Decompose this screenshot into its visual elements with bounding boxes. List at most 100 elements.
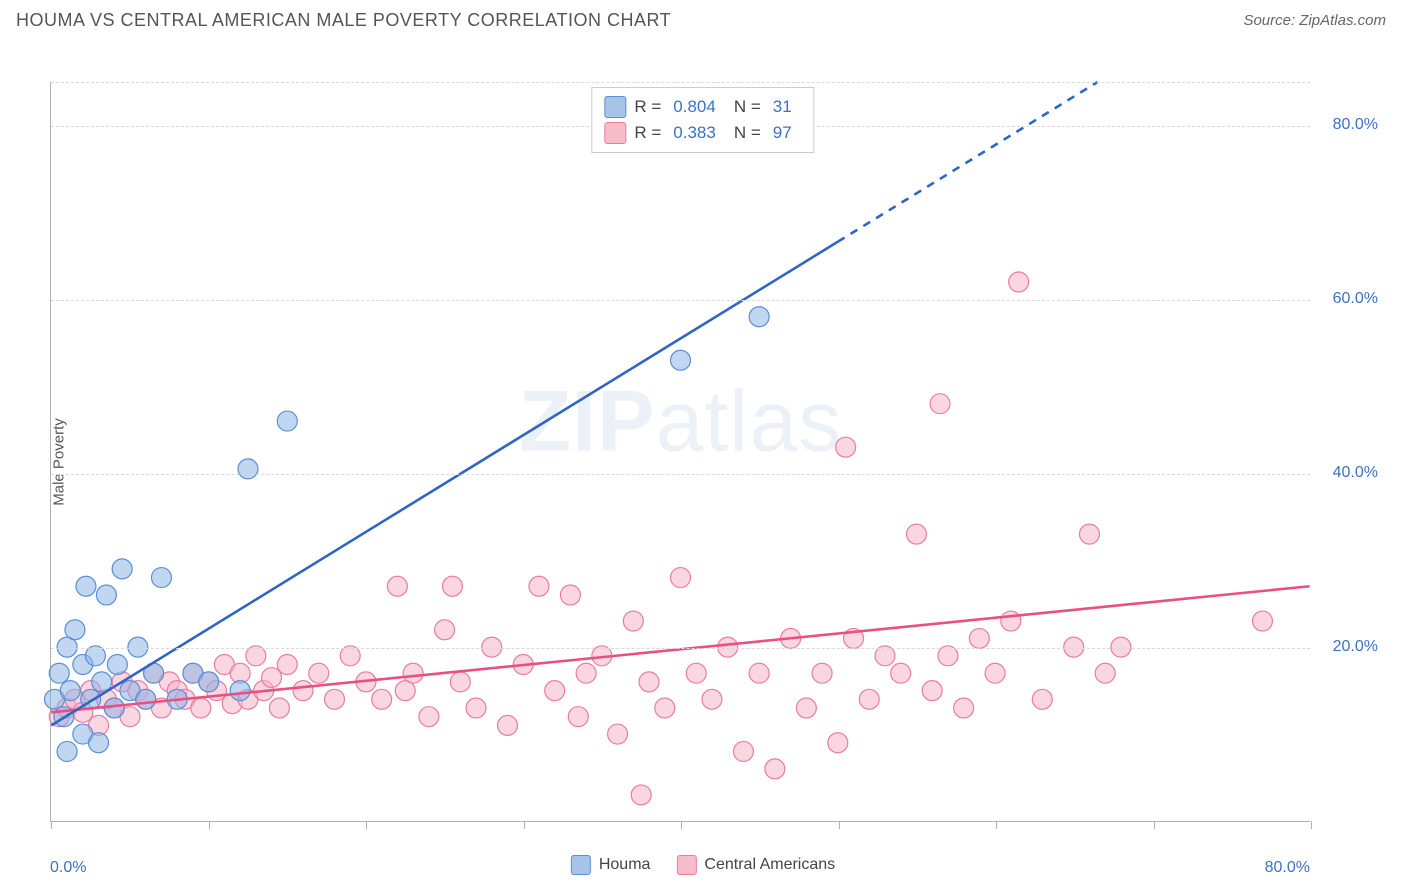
point-houma — [107, 655, 127, 675]
point-central — [859, 689, 879, 709]
x-tick — [1311, 821, 1312, 829]
r-label: R = — [634, 97, 661, 117]
legend-swatch — [604, 122, 626, 144]
point-central — [262, 668, 282, 688]
point-central — [403, 663, 423, 683]
x-tick — [366, 821, 367, 829]
point-central — [324, 689, 344, 709]
n-value: 97 — [773, 123, 792, 143]
point-houma — [230, 681, 250, 701]
plot-area: ZIPatlas 20.0%40.0%60.0%80.0% — [50, 82, 1310, 822]
point-central — [576, 663, 596, 683]
point-houma — [151, 568, 171, 588]
x-label-right: 80.0% — [1265, 859, 1310, 877]
point-central — [812, 663, 832, 683]
point-houma — [57, 741, 77, 761]
point-central — [1095, 663, 1115, 683]
point-central — [497, 715, 517, 735]
point-central — [985, 663, 1005, 683]
scatter-svg — [51, 82, 1310, 821]
legend-item: Central Americans — [676, 855, 835, 875]
point-central — [796, 698, 816, 718]
point-central — [702, 689, 722, 709]
point-houma — [199, 672, 219, 692]
legend-stat-row: R =0.383N =97 — [604, 120, 801, 146]
legend-stats: R =0.804N =31R =0.383N =97 — [591, 87, 814, 153]
point-central — [309, 663, 329, 683]
point-houma — [65, 620, 85, 640]
x-tick — [51, 821, 52, 829]
point-central — [1032, 689, 1052, 709]
point-houma — [49, 663, 69, 683]
y-tick-label: 80.0% — [1333, 116, 1378, 134]
point-central — [828, 733, 848, 753]
point-houma — [89, 733, 109, 753]
x-tick — [1154, 821, 1155, 829]
point-central — [891, 663, 911, 683]
point-central — [269, 698, 289, 718]
grid-line — [51, 474, 1310, 475]
n-value: 31 — [773, 97, 792, 117]
point-central — [277, 655, 297, 675]
point-central — [387, 576, 407, 596]
point-central — [671, 568, 691, 588]
point-central — [930, 394, 950, 414]
point-central — [529, 576, 549, 596]
point-central — [466, 698, 486, 718]
point-central — [191, 698, 211, 718]
point-central — [922, 681, 942, 701]
point-houma — [671, 350, 691, 370]
n-label: N = — [734, 97, 761, 117]
point-central — [1252, 611, 1272, 631]
point-central — [749, 663, 769, 683]
x-tick — [681, 821, 682, 829]
chart-container: Male Poverty ZIPatlas 20.0%40.0%60.0%80.… — [0, 37, 1406, 887]
regression-line — [838, 82, 1098, 242]
point-central — [450, 672, 470, 692]
x-tick — [996, 821, 997, 829]
point-central — [639, 672, 659, 692]
point-central — [906, 524, 926, 544]
point-houma — [96, 585, 116, 605]
r-value: 0.804 — [673, 97, 716, 117]
point-houma — [277, 411, 297, 431]
legend-label: Central Americans — [704, 856, 835, 874]
legend-item: Houma — [571, 855, 651, 875]
chart-title: HOUMA VS CENTRAL AMERICAN MALE POVERTY C… — [16, 10, 671, 31]
legend-series: Houma Central Americans — [571, 855, 835, 875]
point-central — [560, 585, 580, 605]
grid-line — [51, 82, 1310, 83]
point-central — [1001, 611, 1021, 631]
y-tick-label: 20.0% — [1333, 638, 1378, 656]
y-tick-label: 60.0% — [1333, 290, 1378, 308]
x-tick — [839, 821, 840, 829]
r-label: R = — [634, 123, 661, 143]
legend-swatch — [676, 855, 696, 875]
source-attribution: Source: ZipAtlas.com — [1243, 12, 1386, 29]
grid-line — [51, 300, 1310, 301]
point-central — [733, 741, 753, 761]
point-central — [765, 759, 785, 779]
point-central — [372, 689, 392, 709]
point-houma — [112, 559, 132, 579]
header: HOUMA VS CENTRAL AMERICAN MALE POVERTY C… — [0, 0, 1406, 37]
point-central — [1009, 272, 1029, 292]
r-value: 0.383 — [673, 123, 716, 143]
point-central — [568, 707, 588, 727]
point-central — [1079, 524, 1099, 544]
point-central — [545, 681, 565, 701]
x-tick — [209, 821, 210, 829]
point-houma — [238, 459, 258, 479]
point-central — [686, 663, 706, 683]
y-tick-label: 40.0% — [1333, 464, 1378, 482]
point-central — [631, 785, 651, 805]
legend-swatch — [604, 96, 626, 118]
point-central — [608, 724, 628, 744]
point-central — [836, 437, 856, 457]
legend-stat-row: R = 0.804 N = 31 — [604, 94, 801, 120]
x-label-left: 0.0% — [50, 859, 86, 877]
point-central — [293, 681, 313, 701]
grid-line — [51, 648, 1310, 649]
point-central — [442, 576, 462, 596]
point-central — [954, 698, 974, 718]
